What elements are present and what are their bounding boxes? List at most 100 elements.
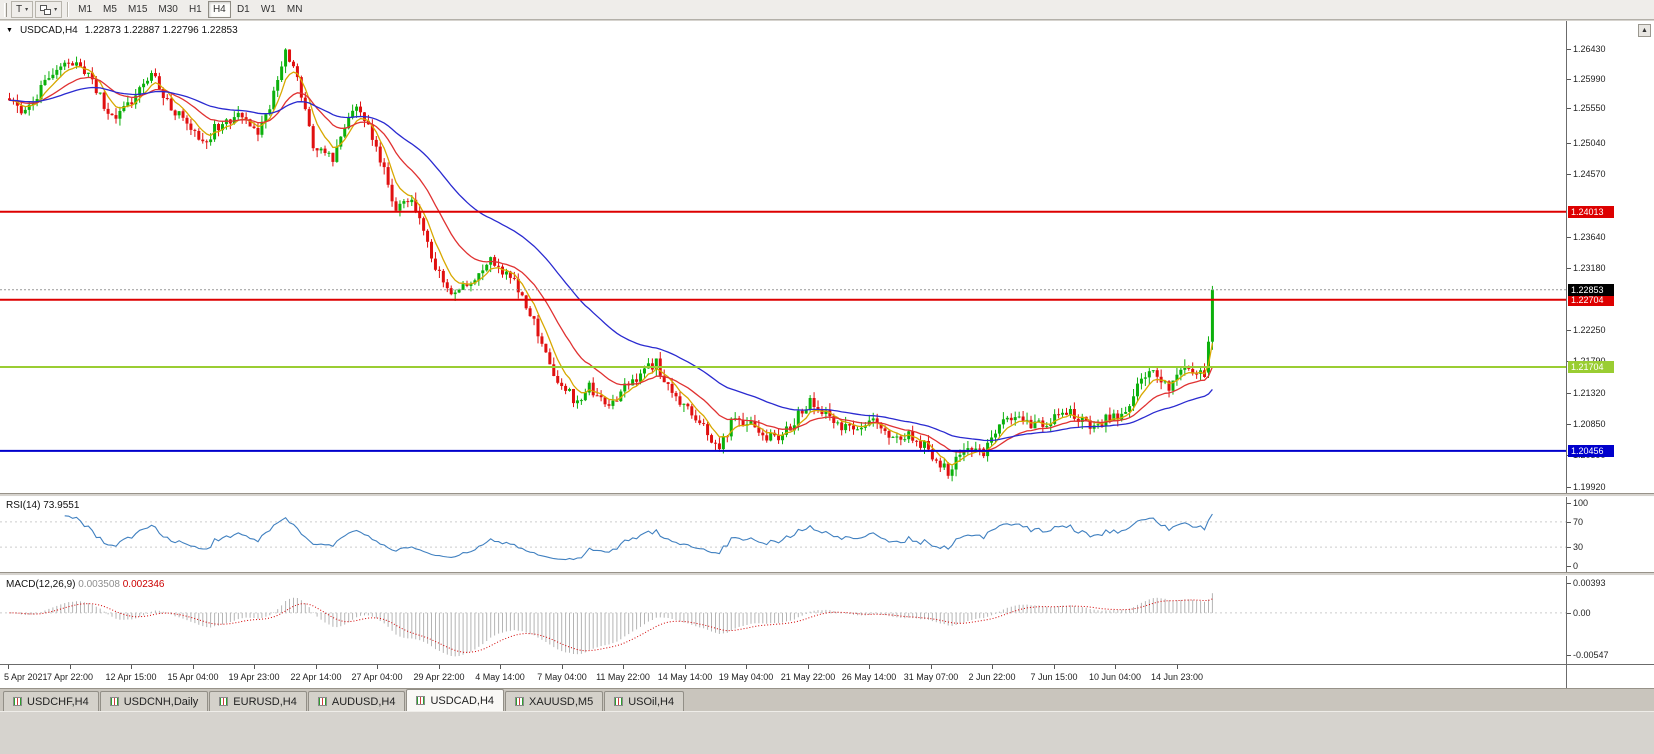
time-axis-label: 11 May 22:00 bbox=[596, 672, 650, 682]
timeframe-mn-button[interactable]: MN bbox=[282, 1, 308, 18]
macd-tick bbox=[1567, 583, 1571, 584]
macd-panel[interactable]: MACD(12,26,9) 0.003508 0.002346 0.00393 0… bbox=[0, 576, 1654, 664]
rsi-axis[interactable]: 100 70 30 0 bbox=[1566, 497, 1654, 572]
time-axis[interactable]: 5 Apr 2021 7 Apr 22:00 12 Apr 15:00 15 Apr … bbox=[0, 664, 1654, 688]
chart-ohlc-values: 1.22873 1.22887 1.22796 1.22853 bbox=[84, 25, 238, 36]
macd-tick bbox=[1567, 655, 1571, 656]
rsi-axis-label: 30 bbox=[1573, 542, 1584, 552]
time-axis-label: 14 May 14:00 bbox=[657, 672, 713, 682]
profiles-button[interactable]: ▾ bbox=[35, 1, 63, 18]
price-axis-label: 1.20850 bbox=[1573, 419, 1606, 429]
chart-tab-audusd-h4[interactable]: AUDUSD,H4 bbox=[307, 691, 406, 711]
time-axis-label: 7 Jun 15:00 bbox=[1030, 672, 1078, 682]
price-tick bbox=[1567, 143, 1571, 144]
status-bar bbox=[0, 711, 1654, 754]
timeframe-m30-button[interactable]: M30 bbox=[153, 1, 182, 18]
macd-tick bbox=[1567, 613, 1571, 614]
price-axis-label: 1.26430 bbox=[1573, 44, 1606, 54]
time-axis-label: 2 Jun 22:00 bbox=[968, 672, 1016, 682]
rsi-tick bbox=[1567, 522, 1571, 523]
chart-tab-usdcnh-daily[interactable]: USDCNH,Daily bbox=[99, 691, 209, 711]
time-tick bbox=[685, 665, 686, 669]
tab-label: USOil,H4 bbox=[628, 695, 675, 708]
time-axis-label: 14 Jun 23:00 bbox=[1150, 672, 1204, 682]
profiles-icon bbox=[40, 4, 52, 15]
time-tick bbox=[193, 665, 194, 669]
chart-tab-usoil-h4[interactable]: USOil,H4 bbox=[604, 691, 685, 711]
price-tick bbox=[1567, 330, 1571, 331]
candles-layer bbox=[8, 48, 1214, 482]
rsi-line bbox=[64, 513, 1213, 561]
macd-histogram bbox=[12, 593, 1213, 657]
panel-separator[interactable] bbox=[0, 572, 1654, 576]
time-axis-label: 22 Apr 14:00 bbox=[290, 672, 342, 682]
price-axis-label: 1.21320 bbox=[1573, 388, 1606, 398]
chart-tab-xauusd-m5[interactable]: XAUUSD,M5 bbox=[505, 691, 604, 711]
candlestick-canvas[interactable] bbox=[0, 21, 1566, 493]
tab-chart-icon bbox=[416, 696, 426, 705]
price-chart-panel[interactable]: ▼ USDCAD,H4 1.22873 1.22887 1.22796 1.22… bbox=[0, 21, 1654, 493]
time-tick bbox=[70, 665, 71, 669]
timeframe-w1-button[interactable]: W1 bbox=[256, 1, 281, 18]
macd-axis[interactable]: 0.00393 0.00 -0.00547 bbox=[1566, 576, 1654, 664]
tab-chart-icon bbox=[13, 697, 22, 706]
time-tick bbox=[1115, 665, 1116, 669]
timeframe-m5-button[interactable]: M5 bbox=[98, 1, 122, 18]
rsi-tick bbox=[1567, 566, 1571, 567]
text-tool-button[interactable]: T ▾ bbox=[11, 1, 34, 18]
chart-menu-icon[interactable]: ▼ bbox=[6, 27, 13, 34]
time-tick bbox=[254, 665, 255, 669]
macd-main-value: 0.003508 bbox=[78, 579, 120, 590]
tab-label: USDCHF,H4 bbox=[27, 695, 89, 708]
time-tick bbox=[500, 665, 501, 669]
timeframe-h4-button[interactable]: H4 bbox=[207, 1, 231, 18]
price-tick bbox=[1567, 49, 1571, 50]
chart-tab-usdcad-h4[interactable]: USDCAD,H4 bbox=[406, 689, 505, 711]
timeframe-d1-button[interactable]: D1 bbox=[232, 1, 255, 18]
tab-chart-icon bbox=[317, 697, 327, 706]
price-tick bbox=[1567, 487, 1571, 488]
macd-canvas[interactable] bbox=[0, 576, 1566, 664]
time-tick bbox=[1177, 665, 1178, 669]
rsi-name: RSI(14) bbox=[6, 500, 41, 511]
price-line-flag: 1.24013 bbox=[1568, 206, 1614, 218]
price-tick bbox=[1567, 424, 1571, 425]
time-tick bbox=[808, 665, 809, 669]
scroll-up-icon[interactable]: ▲ bbox=[1638, 24, 1651, 37]
time-tick bbox=[623, 665, 624, 669]
time-tick bbox=[562, 665, 563, 669]
price-axis-label: 1.23640 bbox=[1573, 232, 1606, 242]
price-axis[interactable]: 1.26430 1.25990 1.25550 1.25040 1.24570 1.236… bbox=[1566, 21, 1654, 493]
rsi-tick bbox=[1567, 547, 1571, 548]
macd-axis-label: 0.00393 bbox=[1573, 578, 1606, 588]
price-tick bbox=[1567, 268, 1571, 269]
text-tool-label: T bbox=[16, 4, 23, 15]
macd-signal-value: 0.002346 bbox=[122, 579, 165, 590]
macd-name: MACD(12,26,9) bbox=[6, 579, 76, 590]
time-axis-label: 19 Apr 23:00 bbox=[228, 672, 280, 682]
rsi-tick bbox=[1567, 503, 1571, 504]
chart-tab-usdchf-h4[interactable]: USDCHF,H4 bbox=[3, 691, 99, 711]
price-line-flag: 1.20456 bbox=[1568, 445, 1614, 457]
time-tick bbox=[377, 665, 378, 669]
price-axis-label: 1.19920 bbox=[1573, 482, 1606, 492]
timeframe-m1-button[interactable]: M1 bbox=[73, 1, 97, 18]
time-axis-label: 26 May 14:00 bbox=[841, 672, 897, 682]
rsi-label: RSI(14) 73.9551 bbox=[6, 500, 79, 511]
dropdown-caret-icon: ▾ bbox=[25, 6, 29, 13]
time-axis-label: 31 May 07:00 bbox=[903, 672, 959, 682]
chart-tab-eurusd-h4[interactable]: EURUSD,H4 bbox=[209, 691, 307, 711]
rsi-canvas[interactable] bbox=[0, 497, 1566, 572]
time-tick bbox=[992, 665, 993, 669]
rsi-axis-label: 100 bbox=[1573, 498, 1589, 508]
time-axis-label: 21 May 22:00 bbox=[780, 672, 836, 682]
timeframe-h1-button[interactable]: H1 bbox=[184, 1, 207, 18]
time-tick bbox=[439, 665, 440, 669]
current-price-flag: 1.22853 bbox=[1568, 284, 1614, 296]
toolbar-grip[interactable] bbox=[4, 2, 7, 17]
panel-separator[interactable] bbox=[0, 493, 1654, 497]
rsi-panel[interactable]: RSI(14) 73.9551 100 70 30 0 bbox=[0, 497, 1654, 572]
time-axis-label: 19 May 04:00 bbox=[718, 672, 774, 682]
timeframe-m15-button[interactable]: M15 bbox=[123, 1, 152, 18]
macd-axis-label: 0.00 bbox=[1573, 608, 1591, 618]
